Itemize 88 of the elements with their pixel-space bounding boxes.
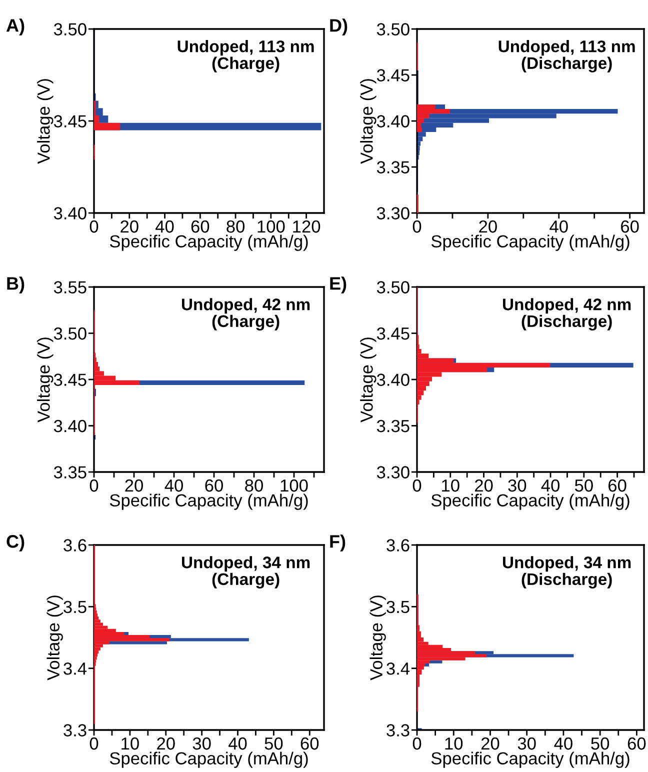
y-tick-label: 3.35 (376, 420, 410, 432)
x-tick-label: 60 (191, 220, 210, 233)
y-tick-label: 3.45 (376, 327, 410, 340)
x-tick-label: 20 (479, 220, 497, 233)
y-tick-label: 3.3 (64, 724, 86, 736)
x-tick-label: 50 (264, 737, 283, 750)
x-tick-label: 20 (125, 479, 143, 492)
annotation: Undoped, 42 nm (Discharge) (503, 298, 631, 330)
x-tick-label: 60 (628, 737, 646, 750)
x-axis-title: Specific Capacity (mAh/g) (110, 752, 308, 768)
x-tick-label: 0 (90, 737, 98, 750)
chart-title: B) (7, 276, 24, 294)
x-axis-title: Specific Capacity (mAh/g) (110, 494, 308, 510)
x-tick-label: 20 (474, 479, 493, 492)
y-tick-label: 3.45 (54, 374, 86, 386)
x-tick-label: 60 (608, 479, 626, 492)
x-tick-label: 30 (508, 479, 526, 492)
y-tick-label: 3.45 (376, 69, 410, 82)
annotation: Undoped, 34 nm (Discharge) (503, 556, 631, 588)
x-tick-label: 100 (280, 479, 308, 492)
chart-title: D) (330, 18, 348, 36)
y-tick-label: 3.50 (54, 23, 86, 36)
chart-title: E) (330, 276, 346, 294)
x-tick-label: 50 (591, 737, 610, 750)
x-tick-label: 60 (621, 220, 639, 233)
x-tick-label: 40 (550, 220, 568, 233)
x-tick-label: 10 (442, 479, 460, 492)
y-tick-label: 3.3 (386, 724, 410, 736)
x-tick-label: 0 (90, 479, 98, 492)
x-tick-label: 40 (228, 737, 247, 750)
y-axis-title: Voltage (V) (360, 79, 376, 164)
annotation: Undoped, 42 nm (Charge) (182, 298, 310, 330)
x-tick-label: 60 (300, 737, 319, 750)
y-tick-label: 3.40 (54, 420, 86, 432)
y-axis-title: Voltage (V) (37, 338, 54, 422)
x-tick-label: 30 (518, 737, 536, 750)
x-tick-label: 40 (554, 737, 572, 750)
y-tick-label: 3.40 (376, 115, 410, 128)
y-tick-label: 3.40 (54, 207, 86, 220)
y-tick-label: 3.4 (64, 662, 87, 675)
y-tick-label: 3.30 (376, 466, 410, 478)
x-tick-label: 50 (574, 479, 593, 492)
x-tick-label: 40 (164, 479, 183, 492)
y-tick-label: 3.35 (54, 466, 86, 478)
y-axis-title: Voltage (V) (46, 596, 63, 680)
chart-title: F) (330, 534, 346, 552)
x-tick-label: 10 (445, 737, 463, 750)
x-axis-title: Specific Capacity (mAh/g) (110, 234, 308, 251)
x-tick-label: 40 (541, 479, 560, 492)
x-tick-label: 100 (258, 220, 285, 233)
x-tick-label: 10 (122, 737, 139, 750)
y-tick-label: 3.4 (386, 662, 410, 675)
x-tick-label: 0 (412, 737, 422, 750)
chart-title: A) (6, 18, 24, 36)
x-axis-title: Specific Capacity (mAh/g) (431, 494, 630, 510)
y-axis-title: Voltage (V) (370, 596, 386, 680)
annotation: Undoped, 113 nm (Charge) (178, 40, 314, 72)
x-tick-label: 80 (245, 479, 263, 492)
y-tick-label: 3.30 (376, 207, 410, 220)
x-tick-label: 0 (412, 220, 422, 233)
y-tick-label: 3.50 (54, 327, 86, 340)
y-tick-label: 3.5 (64, 600, 86, 614)
x-tick-label: 60 (205, 479, 223, 492)
x-axis-title: Specific Capacity (mAh/g) (431, 234, 630, 251)
x-tick-label: 0 (412, 479, 422, 492)
x-tick-label: 20 (481, 737, 500, 750)
x-axis-title: Specific Capacity (mAh/g) (431, 752, 630, 768)
annotation: Undoped, 113 nm (Discharge) (498, 40, 635, 72)
x-tick-label: 120 (293, 220, 320, 233)
y-tick-label: 3.55 (54, 281, 86, 294)
y-axis-title: Voltage (V) (37, 79, 54, 164)
annotation: Undoped, 34 nm (Charge) (182, 556, 310, 588)
y-tick-label: 3.5 (386, 600, 410, 614)
y-tick-label: 3.50 (376, 281, 410, 294)
y-tick-label: 3.50 (376, 23, 410, 36)
y-tick-label: 3.35 (376, 161, 410, 174)
x-tick-label: 80 (226, 220, 245, 233)
chart-title: C) (6, 534, 24, 552)
y-tick-label: 3.6 (64, 539, 86, 552)
x-tick-label: 30 (192, 737, 211, 750)
y-tick-label: 3.40 (376, 374, 410, 386)
y-axis-title: Voltage (V) (360, 338, 376, 422)
y-tick-label: 3.45 (54, 115, 86, 128)
x-tick-label: 20 (157, 737, 175, 750)
x-tick-label: 0 (90, 220, 98, 233)
x-tick-label: 40 (156, 220, 174, 233)
x-tick-label: 20 (120, 220, 138, 233)
y-tick-label: 3.6 (386, 539, 410, 552)
